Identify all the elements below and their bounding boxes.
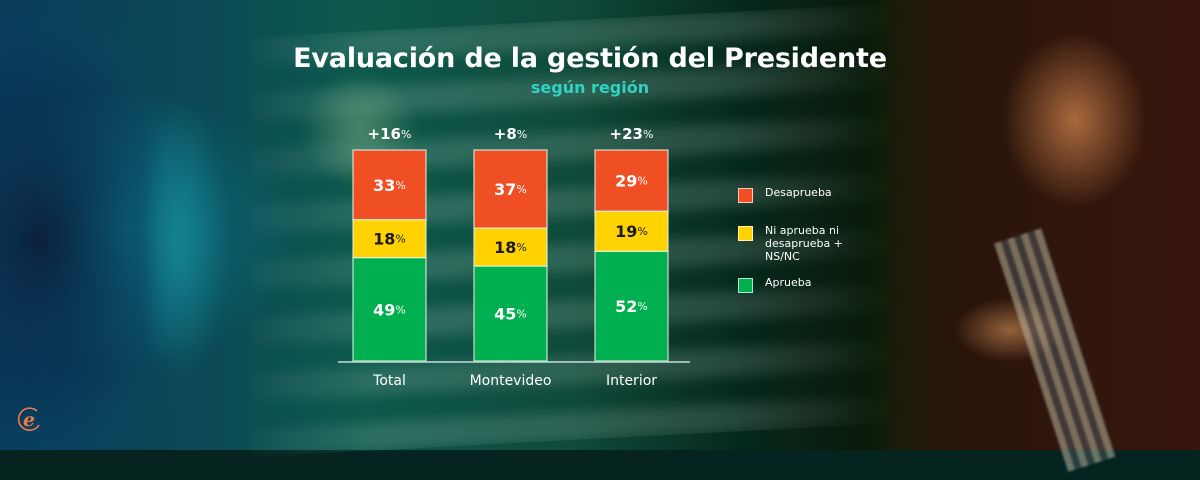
data-label-neutral-interior: 19% [615, 222, 648, 241]
data-label-aprueba-interior: 52% [615, 297, 648, 316]
x-tick-label-total: Total [372, 373, 406, 389]
chart-title: Evaluación de la gestión del Presidente [293, 43, 887, 74]
legend-swatch-aprueba [738, 278, 753, 293]
x-tick-label-montevideo: Montevideo [470, 373, 552, 389]
logo-glyph: e [23, 409, 35, 431]
bar-segment-desaprueba-montevideo [473, 149, 548, 229]
data-label-neutral-total: 18% [373, 229, 406, 248]
net-label-interior: +23% [610, 125, 654, 143]
bar-segment-aprueba-interior [594, 250, 669, 362]
x-tick-label-interior: Interior [606, 373, 657, 389]
data-label-aprueba-total: 49% [373, 300, 406, 319]
data-label-desaprueba-montevideo: 37% [494, 180, 527, 199]
net-label-montevideo: +8% [494, 125, 527, 143]
chart-subtitle: según región [530, 78, 650, 97]
bar-segment-neutral-total [352, 219, 427, 259]
bar-segment-neutral-montevideo [473, 227, 548, 267]
bar-segment-desaprueba-total [352, 149, 427, 221]
legend-label-aprueba: Aprueba [765, 276, 812, 289]
legend-swatch-desaprueba [738, 188, 753, 203]
stacked-bar-chart: 49% 18% 33% +16% Total 45% 18% 37% +8% Montevideo… [338, 125, 690, 389]
net-label-total: +16% [368, 125, 412, 143]
data-label-desaprueba-total: 33% [373, 175, 406, 194]
legend-swatch-neutral [738, 226, 753, 241]
legend-item-desaprueba: Desaprueba [738, 186, 880, 203]
legend-item-aprueba: Aprueba [738, 276, 880, 293]
e-logo-icon: e [17, 407, 40, 431]
data-label-aprueba-montevideo: 45% [494, 304, 527, 323]
legend-item-neutral: Ni aprueba ni desaprueba + NS/NC [738, 224, 880, 263]
bar-segment-aprueba-montevideo [473, 265, 548, 362]
bar-segment-desaprueba-interior [594, 149, 669, 212]
bar-segment-neutral-interior [594, 210, 669, 252]
data-label-neutral-montevideo: 18% [494, 238, 527, 257]
background-portrait-left-highlight [150, 60, 270, 420]
legend-label-desaprueba: Desaprueba [765, 186, 832, 199]
data-label-desaprueba-interior: 29% [615, 171, 648, 190]
legend-label-neutral: Ni aprueba ni desaprueba + NS/NC [765, 224, 843, 263]
